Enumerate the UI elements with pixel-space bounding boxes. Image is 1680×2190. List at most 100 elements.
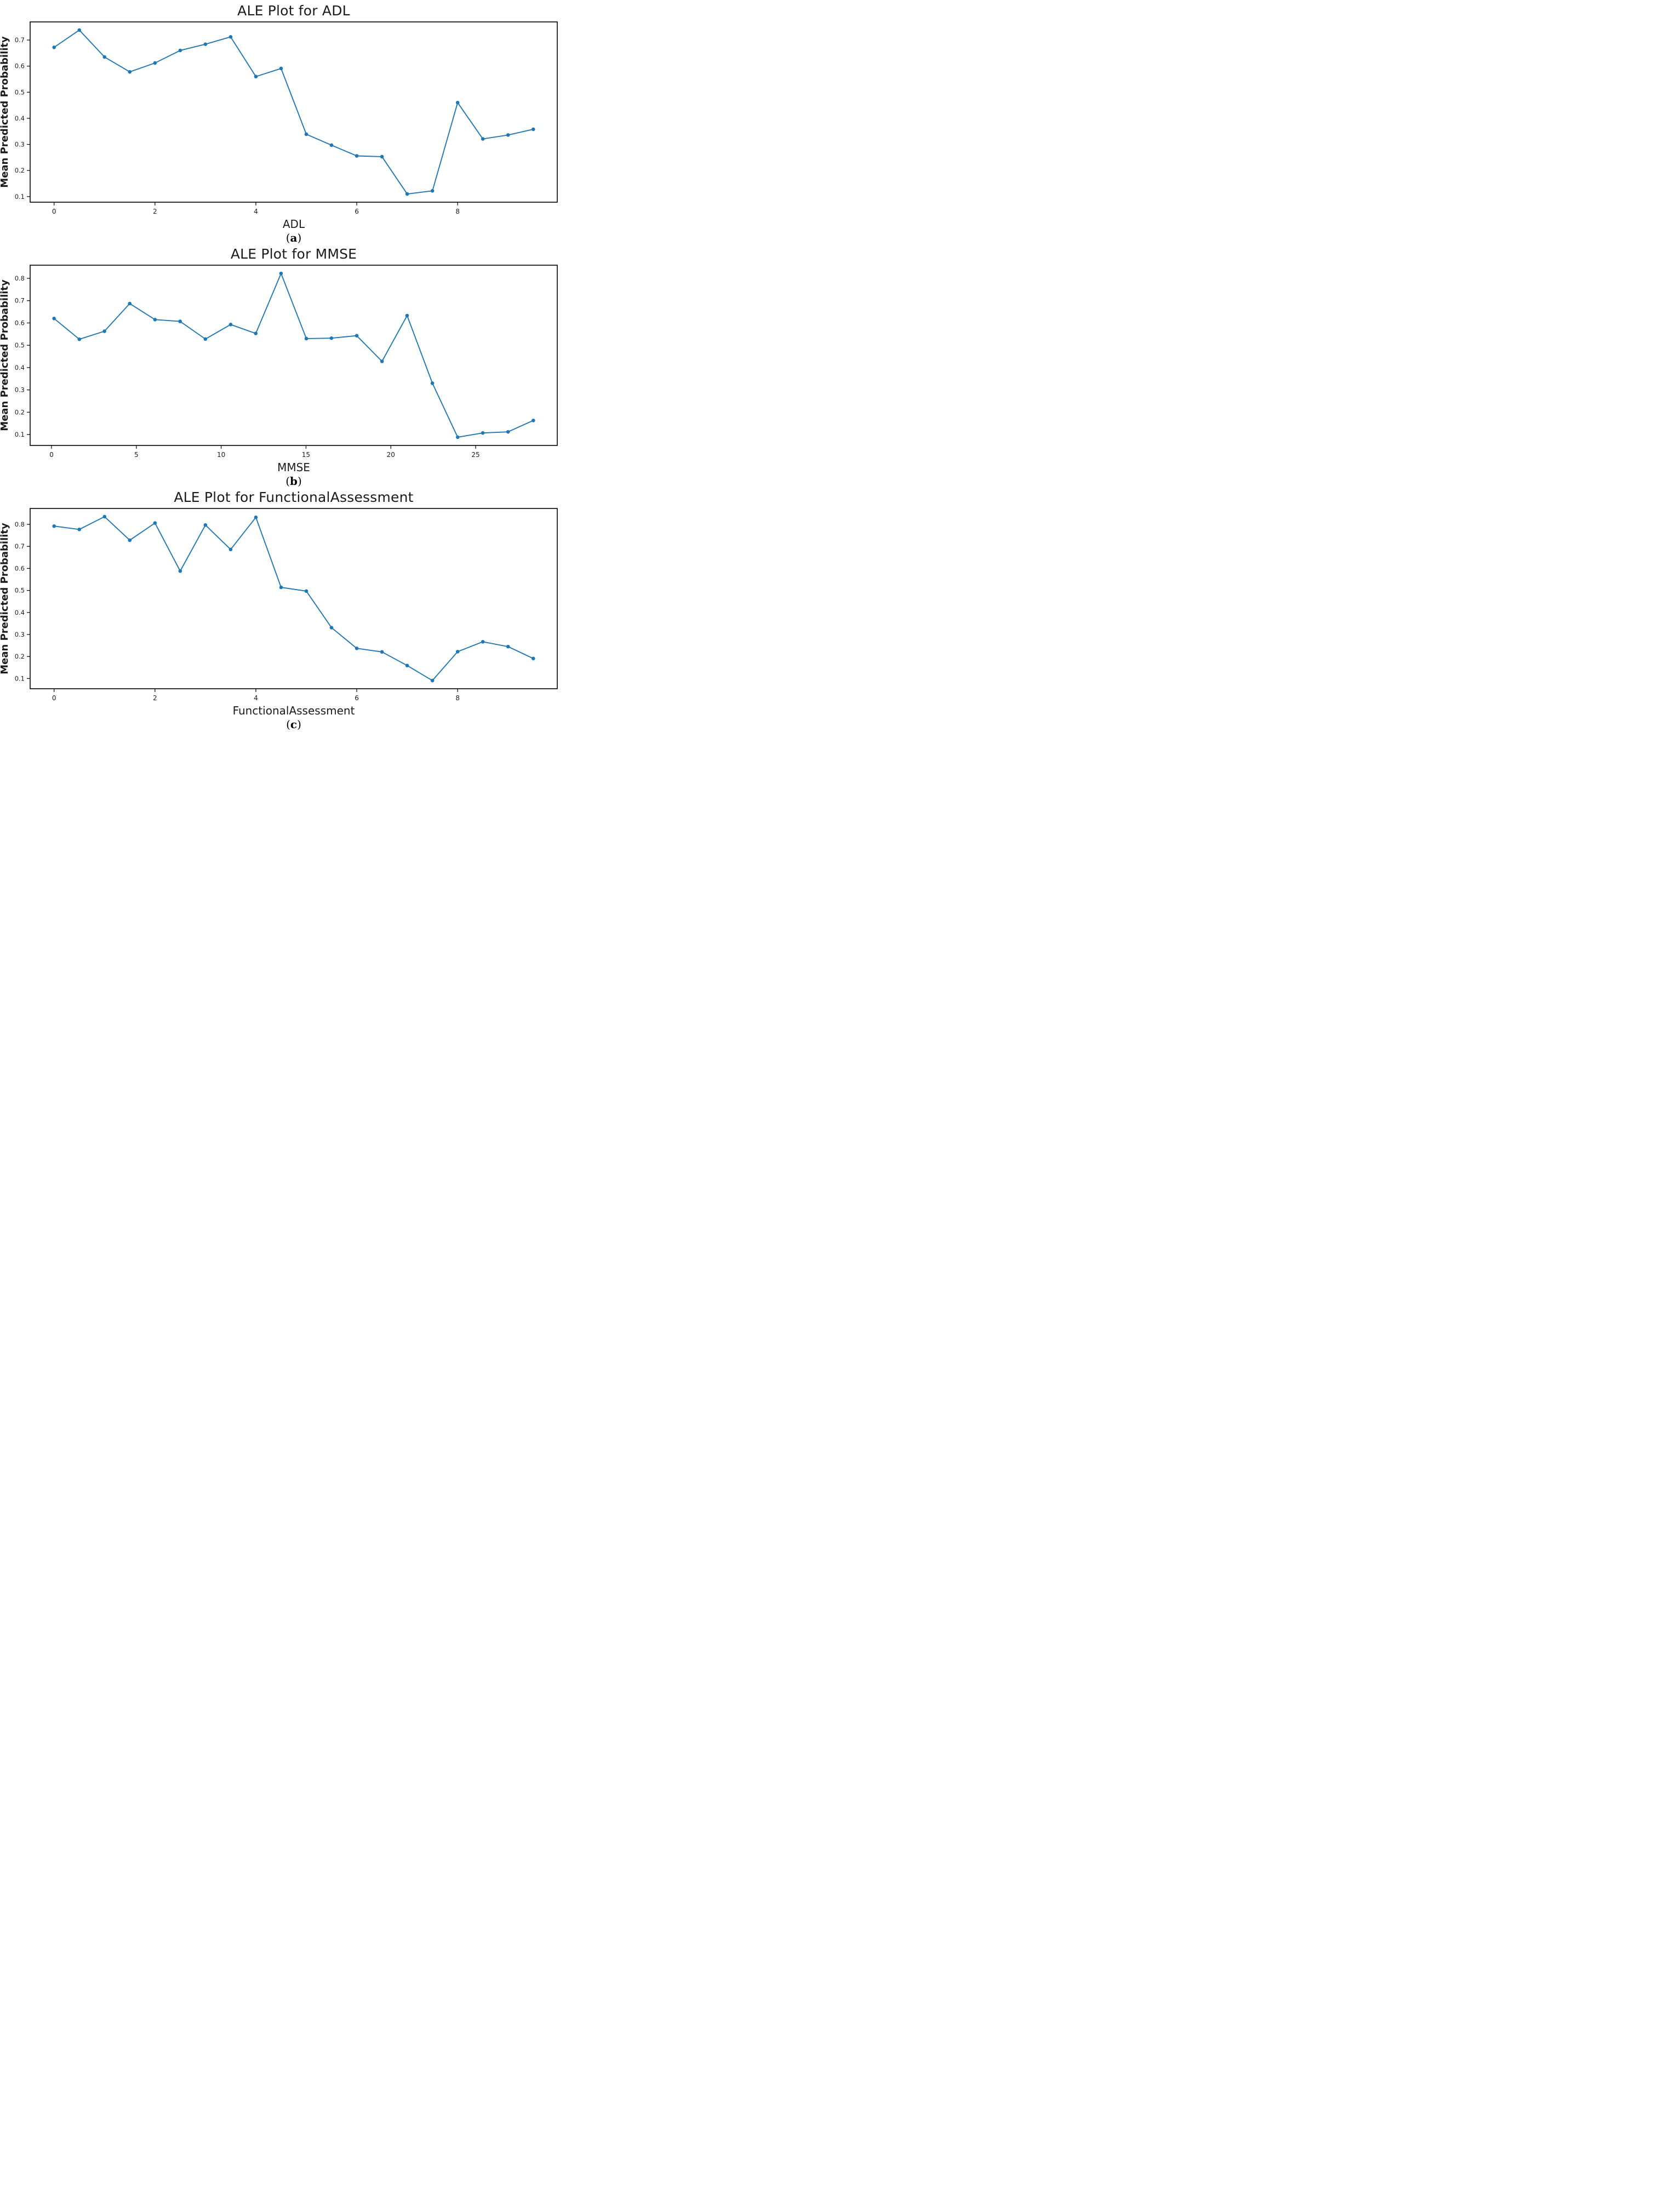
data-point [52, 317, 56, 321]
y-tick-label: 0.8 [15, 275, 25, 282]
data-point [153, 318, 157, 322]
x-tick-label: 25 [471, 451, 479, 459]
data-point [228, 323, 233, 327]
data-point [304, 589, 308, 593]
plot-wrap-adl: 0.1 0.2 0.3 0.4 0.5 0.6 0.7 0 2 4 6 8 Mean Predicted… [0, 20, 560, 218]
y-tick-label: 0.6 [15, 564, 25, 572]
data-line [53, 516, 534, 681]
data-point [304, 132, 308, 136]
subfigure-caption-a: (a) [27, 231, 560, 244]
data-point [254, 75, 258, 79]
caption-letter: c [290, 718, 298, 731]
caption-letter: a [290, 231, 298, 244]
x-tick-label: 5 [134, 451, 139, 459]
caption-paren-open: ( [285, 231, 290, 244]
x-tick-label: 8 [455, 208, 460, 215]
x-tick-label: 2 [153, 208, 157, 215]
data-point [153, 61, 157, 65]
data-point [506, 644, 510, 649]
data-point [304, 336, 308, 341]
y-tick-label: 0.7 [15, 36, 25, 44]
y-tick-label: 0.2 [15, 653, 25, 660]
data-point [481, 137, 485, 141]
data-point [329, 143, 334, 147]
data-point [153, 521, 157, 525]
chart-title-adl: ALE Plot for ADL [237, 3, 350, 19]
x-tick-label: 0 [49, 451, 54, 459]
x-tick-label: 2 [153, 694, 157, 702]
y-tick-label: 0.7 [15, 542, 25, 550]
figure-ale-functionalassessment: ALE Plot for FunctionalAssessment 0.1 0.2… [0, 487, 560, 731]
data-point [77, 28, 82, 32]
data-point [355, 154, 359, 158]
data-point [128, 301, 132, 306]
x-tick-label: 6 [355, 694, 359, 702]
data-point [178, 569, 182, 573]
data-point [279, 585, 283, 590]
y-tick-label: 0.6 [15, 319, 25, 327]
data-point [102, 55, 107, 59]
data-point [405, 313, 409, 318]
data-point [77, 337, 82, 341]
plot-area-functionalassessment: 0.1 0.2 0.3 0.4 0.5 0.6 0.7 0.8 0 2 4 6 8 Mean Predic… [0, 508, 558, 702]
y-axis-label: Mean Predicted Probability [0, 36, 10, 188]
y-tick-label: 0.8 [15, 521, 25, 528]
data-point [405, 664, 409, 668]
data-point [178, 319, 182, 323]
y-tick-label: 0.3 [15, 141, 25, 148]
x-tick-label: 0 [52, 694, 56, 702]
data-point [102, 514, 107, 519]
data-point [506, 133, 510, 137]
x-tick-label: 20 [387, 451, 395, 459]
data-point [481, 639, 485, 644]
y-tick-label: 0.5 [15, 341, 25, 349]
y-tick-label: 0.1 [15, 193, 25, 201]
y-tick-label: 0.4 [15, 364, 25, 371]
x-tick-label: 8 [455, 694, 460, 702]
y-tick-label: 0.1 [15, 431, 25, 438]
plot-area-adl: 0.1 0.2 0.3 0.4 0.5 0.6 0.7 0 2 4 6 8 Mean Predicted… [0, 21, 558, 215]
caption-paren-close: ) [297, 718, 301, 731]
data-point [228, 547, 233, 552]
y-tick-label: 0.7 [15, 297, 25, 305]
data-point [355, 647, 359, 650]
data-point [481, 431, 485, 435]
data-point [279, 271, 283, 276]
y-tick-label: 0.3 [15, 631, 25, 638]
data-point [279, 66, 283, 71]
x-tick-label: 10 [217, 451, 225, 459]
data-point [128, 538, 132, 542]
y-tick-label: 0.6 [15, 62, 25, 70]
plot-area-mmse: 0.1 0.2 0.3 0.4 0.5 0.6 0.7 0.8 0 5 10 15 20 25 Mean P… [0, 265, 558, 459]
caption-paren-close: ) [297, 231, 302, 244]
data-point [203, 337, 208, 341]
data-point [455, 435, 460, 439]
data-point [355, 334, 359, 338]
data-point [380, 650, 384, 654]
data-point [77, 527, 82, 531]
data-point [380, 155, 384, 159]
x-tick-label: 15 [302, 451, 310, 459]
data-point [329, 336, 334, 340]
figure-ale-mmse: ALE Plot for MMSE 0.1 0.2 0.3 0.4 0.5 0.6 0.7 0… [0, 243, 560, 488]
plot-frame [30, 265, 558, 446]
data-point [430, 381, 435, 385]
x-tick-label: 6 [355, 208, 359, 215]
data-point [52, 45, 56, 49]
x-tick-label: 4 [254, 694, 258, 702]
y-tick-label: 0.5 [15, 587, 25, 594]
y-axis-label: Mean Predicted Probability [0, 279, 10, 431]
y-tick-label: 0.1 [15, 674, 25, 682]
y-tick-label: 0.5 [15, 88, 25, 96]
caption-letter: b [290, 474, 298, 488]
data-point [102, 329, 106, 333]
y-tick-label: 0.4 [15, 609, 25, 616]
y-tick-label: 0.4 [15, 115, 25, 122]
plot-frame [30, 21, 558, 203]
data-line [53, 30, 534, 195]
data-point [455, 101, 460, 105]
data-point [532, 419, 535, 422]
plot-frame [30, 508, 558, 689]
data-point [405, 192, 409, 196]
data-point [455, 650, 460, 654]
